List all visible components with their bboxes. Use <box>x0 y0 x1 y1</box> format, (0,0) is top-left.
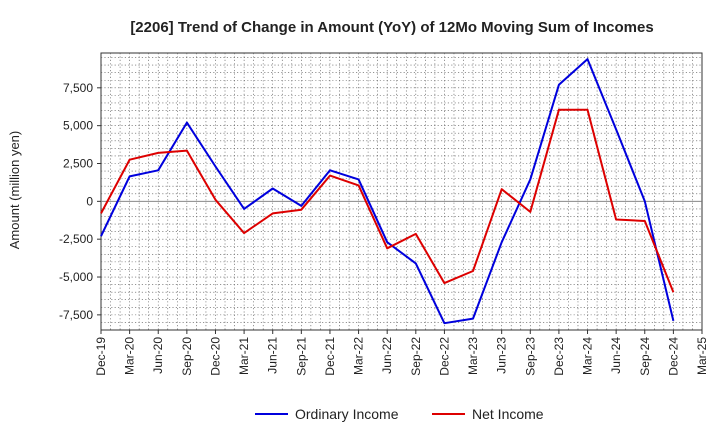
x-tick-label: Mar-20 <box>123 337 137 375</box>
x-tick-label: Dec-24 <box>666 337 680 376</box>
y-tick-label: -2,500 <box>59 232 93 246</box>
x-tick-label: Dec-21 <box>323 337 337 376</box>
x-tick-label: Dec-20 <box>208 337 222 376</box>
x-tick-label: Dec-22 <box>437 337 451 376</box>
series-layer <box>100 58 675 325</box>
x-tick-label: Mar-22 <box>352 337 366 375</box>
y-tick-label: 2,500 <box>63 156 93 170</box>
x-tick-label: Mar-24 <box>581 337 595 375</box>
x-tick-label: Mar-23 <box>466 337 480 375</box>
x-tick-label: Jun-23 <box>495 337 509 374</box>
x-tick-label: Mar-21 <box>237 337 251 375</box>
plot-area <box>100 52 703 331</box>
chart-title: [2206] Trend of Change in Amount (YoY) o… <box>130 19 653 36</box>
legend-label: Net Income <box>472 406 544 422</box>
y-axis-ticks: -7,500 -5,000 -2,500 0 2,500 5,000 7,500 <box>59 81 101 322</box>
y-axis-label: Amount (million yen) <box>7 131 22 250</box>
x-tick-label: Mar-25 <box>695 337 709 375</box>
x-tick-label: Jun-21 <box>266 337 280 374</box>
series-line-ordinary-income <box>100 58 675 325</box>
x-tick-label: Jun-22 <box>380 337 394 374</box>
grid <box>101 53 702 330</box>
y-tick-label: -7,500 <box>59 308 93 322</box>
y-tick-label: 7,500 <box>63 81 93 95</box>
y-tick-label: 5,000 <box>63 119 93 133</box>
x-axis-ticks: Dec-19 Mar-20 Jun-20 Sep-20 Dec-20 Mar-21 Jun-… <box>94 330 709 376</box>
y-tick-label: 0 <box>86 194 93 208</box>
x-tick-label: Dec-23 <box>552 337 566 376</box>
y-tick-label: -5,000 <box>59 270 93 284</box>
series-line-net-income <box>100 108 675 293</box>
x-tick-label: Dec-19 <box>94 337 108 376</box>
x-tick-label: Sep-20 <box>180 337 194 376</box>
legend: Ordinary Income Net Income <box>255 406 544 422</box>
x-tick-label: Sep-24 <box>638 337 652 376</box>
x-tick-label: Sep-23 <box>523 337 537 376</box>
x-tick-label: Sep-21 <box>294 337 308 376</box>
plot-frame <box>100 52 703 331</box>
x-tick-label: Jun-24 <box>609 337 623 374</box>
x-tick-label: Jun-20 <box>151 337 165 374</box>
x-tick-label: Sep-22 <box>409 337 423 376</box>
legend-label: Ordinary Income <box>295 406 399 422</box>
